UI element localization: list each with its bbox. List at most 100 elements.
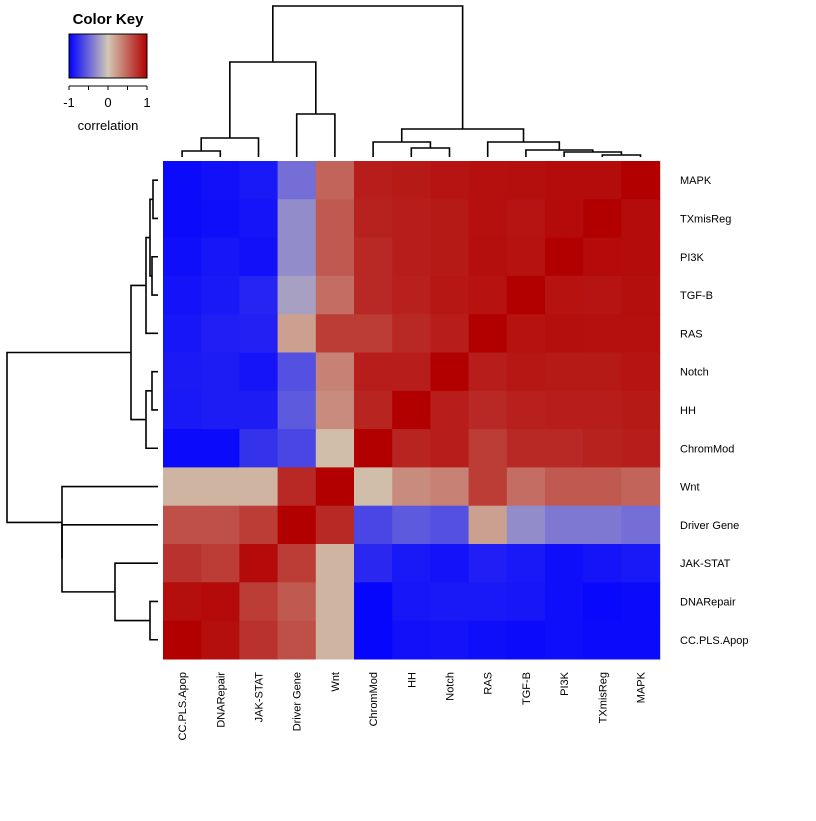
heatmap-cell [277,275,317,315]
heatmap-cell [354,237,393,277]
heatmap-cell [392,544,431,583]
heatmap-cell [201,275,240,315]
column-label: RAS [483,672,495,695]
column-label: ChromMod [368,672,380,726]
heatmap-cell [621,390,661,430]
heatmap-cell [545,620,584,660]
heatmap-cell [392,161,431,200]
heatmap-cell [430,582,470,622]
heatmap-cell [545,352,584,392]
heatmap-cell [392,390,431,430]
heatmap-cell [583,582,622,622]
heatmap-cell [239,467,279,507]
dendrogram-branch [601,154,642,157]
heatmap-cell [583,544,622,583]
row-label: DNARepair [680,596,736,608]
heatmap-cell [468,582,508,622]
heatmap-cell [506,544,546,583]
heatmap-cell [354,161,393,200]
heatmap-cell [545,199,584,239]
dendrogram-branch [151,255,158,296]
heatmap-cell [506,620,546,660]
heatmap-cell [621,161,661,200]
row-label: JAK-STAT [680,558,731,570]
heatmap-cell [239,429,279,468]
column-labels: CC.PLS.Apop DNARepair JAK-STAT Driver Gene W… [177,671,647,740]
heatmap-cell [354,544,393,583]
column-label: Driver Gene [292,672,304,731]
row-label: HH [680,405,696,417]
heatmap-cell [277,582,317,622]
heatmap-cell [239,275,279,315]
row-label: RAS [680,328,703,340]
heatmap-cell [163,199,202,239]
heatmap-cell [201,582,240,622]
heatmap-cell [315,199,355,239]
heatmap-cell [430,467,470,507]
heatmap-cell [163,582,202,622]
heatmap-cell [392,505,431,545]
heatmap-cell [583,352,622,392]
dendrogram-branch [200,137,260,157]
heatmap-cell [277,314,317,354]
heatmap-cell [201,467,240,507]
heatmap-cell [239,544,279,583]
heatmap-cell [201,161,240,200]
heatmap-cell [545,161,584,200]
heatmap-cell [583,390,622,430]
row-label: MAPK [680,175,712,187]
heatmap-cell [277,161,317,200]
heatmap-cell [545,314,584,354]
color-key-title: Color Key [73,11,145,28]
column-label: JAK-STAT [254,672,266,723]
heatmap-cell [201,544,240,583]
heatmap-cell [163,352,202,392]
heatmap-cell [354,429,393,468]
heatmap-cell [239,505,279,545]
heatmap-cell [583,275,622,315]
heatmap-cell [506,390,546,430]
dendrogram-branch [114,562,158,622]
row-label: PI3K [680,252,705,264]
heatmap-cell [545,390,584,430]
heatmap-cell [163,275,202,315]
heatmap-cell [468,275,508,315]
dendrogram-branch [130,284,146,421]
heatmap-cell [354,275,393,315]
heatmap-cell [430,275,470,315]
heatmap-cell [392,199,431,239]
heatmap-cell [545,505,584,545]
heatmap-cell [163,467,202,507]
column-label: TGF-B [521,672,533,705]
heatmap-cell [621,237,661,277]
heatmap-cell [354,390,393,430]
heatmap-cell [430,199,470,239]
dendrogram-branch [61,524,158,593]
heatmap-cell [163,505,202,545]
heatmap-cell [163,161,202,200]
heatmap-cell [506,352,546,392]
heatmap-cell [545,544,584,583]
column-label: PI3K [559,671,571,696]
heatmap-cell [506,467,546,507]
heatmap-cell [506,237,546,277]
heatmap-cell [468,161,508,200]
heatmap-cell [315,582,355,622]
row-label: TGF-B [680,290,713,302]
heatmap-cell [315,620,355,660]
heatmap-cell [468,237,508,277]
column-dendrogram [181,5,642,157]
heatmap-cell [201,429,240,468]
dendrogram-branch [525,149,594,157]
heatmap-cell [277,390,317,430]
dendrogram-branch [6,351,131,524]
heatmap-cell [430,352,470,392]
heatmap-cell [392,352,431,392]
dendrogram-branch [181,150,222,157]
color-key-tick-label: 0 [104,95,111,110]
heatmap-cell [315,390,355,430]
column-label: Notch [445,672,457,701]
row-label: Wnt [680,482,700,494]
heatmap-cell [392,429,431,468]
dendrogram-branch [61,485,158,559]
